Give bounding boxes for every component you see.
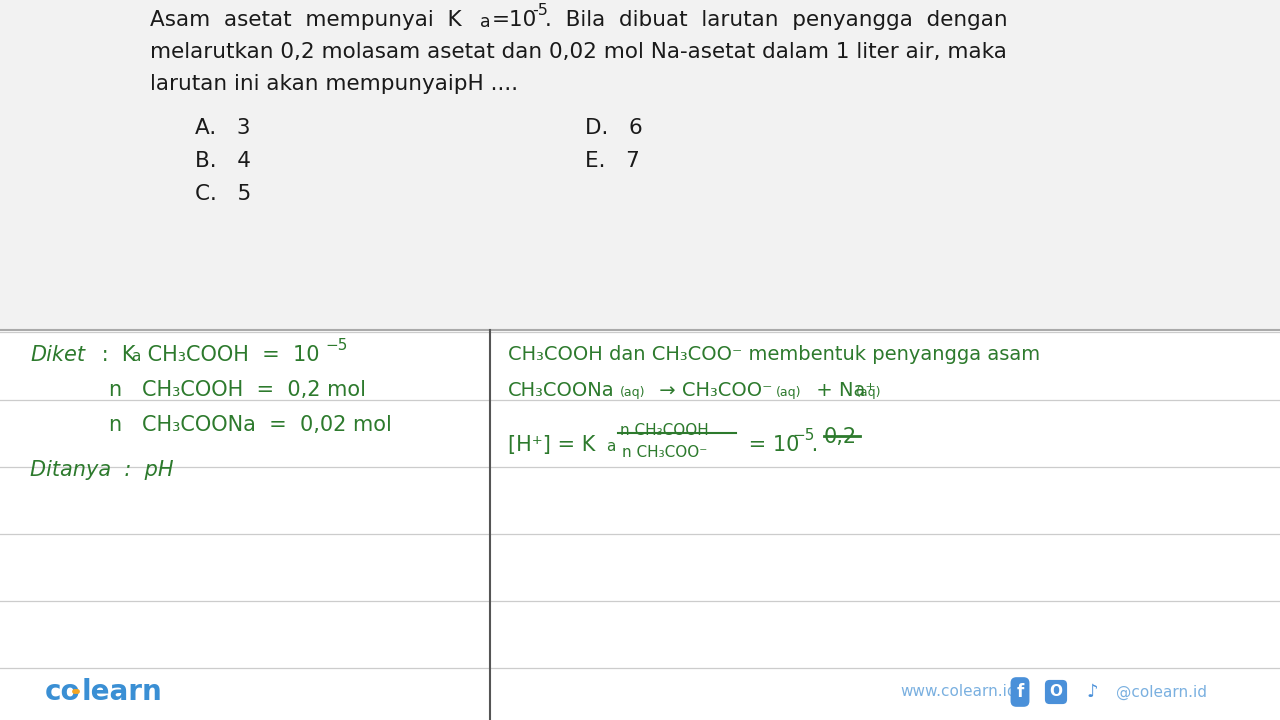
Text: (aq): (aq)	[776, 386, 801, 399]
Text: @colearn.id: @colearn.id	[1116, 685, 1207, 700]
Text: (aq): (aq)	[620, 386, 645, 399]
Text: co: co	[45, 678, 81, 706]
Text: + Na⁺: + Na⁺	[810, 381, 876, 400]
Text: n   CH₃COOH  =  0,2 mol: n CH₃COOH = 0,2 mol	[109, 380, 366, 400]
Text: a: a	[480, 13, 490, 31]
Text: A.   3: A. 3	[195, 118, 251, 138]
Text: C.   5: C. 5	[195, 184, 251, 204]
Text: :  K: : K	[95, 345, 136, 365]
Text: B.   4: B. 4	[195, 151, 251, 171]
Text: .: .	[805, 435, 818, 455]
Text: melarutkan 0,2 molasam asetat dan 0,02 mol Na-asetat dalam 1 liter air, maka: melarutkan 0,2 molasam asetat dan 0,02 m…	[150, 42, 1007, 62]
Bar	[0, 0, 1280, 330]
Text: = 10: = 10	[742, 435, 800, 455]
Text: CH₃COOH  =  10: CH₃COOH = 10	[141, 345, 320, 365]
Text: f: f	[1016, 683, 1024, 701]
Text: ♪: ♪	[1087, 683, 1098, 701]
Text: Asam  asetat  mempunyai  K: Asam asetat mempunyai K	[150, 10, 462, 30]
Text: n CH₃COOH: n CH₃COOH	[620, 423, 709, 438]
Text: n CH₃COO⁻: n CH₃COO⁻	[622, 445, 708, 460]
Text: a: a	[131, 349, 141, 364]
Text: −5: −5	[325, 338, 347, 353]
Text: larutan ini akan mempunyaipH ....: larutan ini akan mempunyaipH ....	[150, 74, 518, 94]
Text: → CH₃COO⁻: → CH₃COO⁻	[653, 381, 772, 400]
Text: learn: learn	[82, 678, 163, 706]
Text: -5: -5	[532, 3, 548, 18]
Text: O: O	[1050, 685, 1062, 700]
Text: a: a	[605, 439, 616, 454]
Text: www.colearn.id: www.colearn.id	[900, 685, 1016, 700]
Text: [H⁺] = K: [H⁺] = K	[508, 435, 595, 455]
Text: Diket: Diket	[29, 345, 84, 365]
Text: CH₃COONa: CH₃COONa	[508, 381, 614, 400]
Text: D.   6: D. 6	[585, 118, 643, 138]
Text: E.   7: E. 7	[585, 151, 640, 171]
Text: =10: =10	[492, 10, 538, 30]
Text: Ditanya  :  pH: Ditanya : pH	[29, 460, 174, 480]
Text: 0,2: 0,2	[824, 427, 858, 447]
Text: CH₃COOH dan CH₃COO⁻ membentuk penyangga asam: CH₃COOH dan CH₃COO⁻ membentuk penyangga …	[508, 345, 1041, 364]
Text: (aq): (aq)	[856, 386, 882, 399]
Text: −5: −5	[792, 428, 814, 443]
Text: n   CH₃COONa  =  0,02 mol: n CH₃COONa = 0,02 mol	[109, 415, 392, 435]
Text: .  Bila  dibuat  larutan  penyangga  dengan: . Bila dibuat larutan penyangga dengan	[545, 10, 1007, 30]
